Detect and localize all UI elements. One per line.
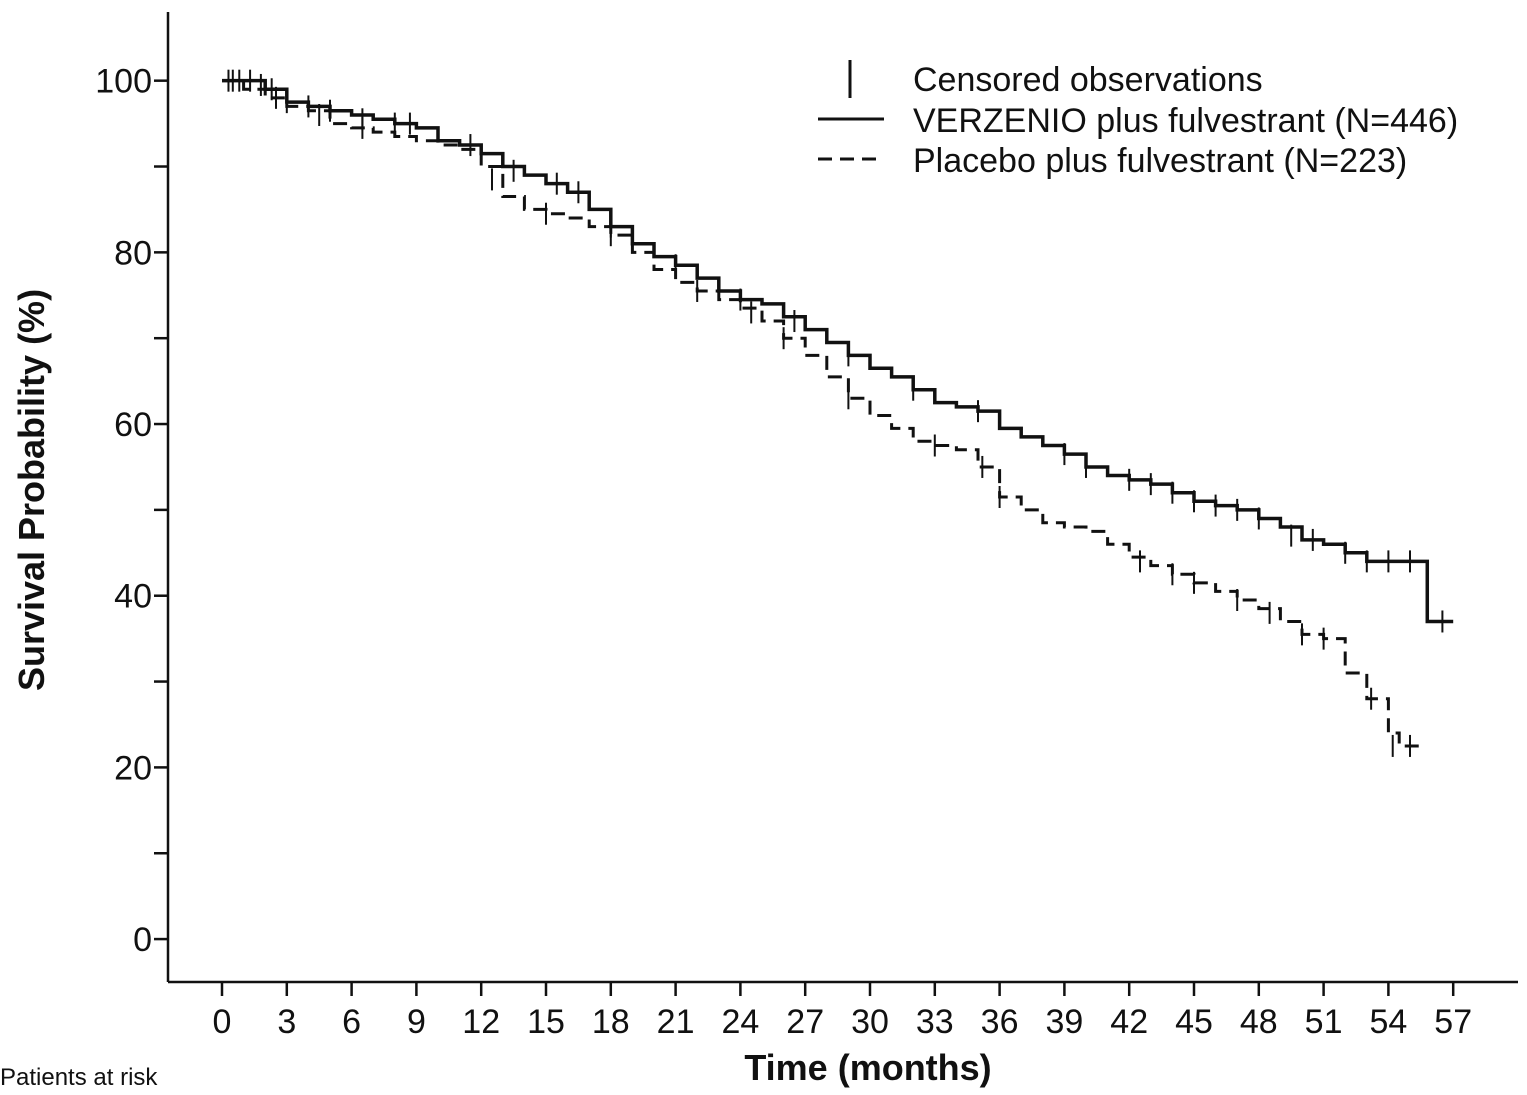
axes: 0 3 6 9 12 15 18 21 24 27 30 33 36 39 42 45 48 51 54 570204… (95, 12, 1518, 1041)
x-axis-title: Time (months) (744, 1047, 991, 1088)
x-tick-label: 54 (1369, 1003, 1407, 1041)
y-tick-label: 40 (114, 578, 152, 616)
x-tick-label: 15 (527, 1003, 565, 1041)
x-tick-label: 3 (277, 1003, 296, 1041)
x-tick-label: 24 (721, 1003, 759, 1041)
x-tick-label: 0 (213, 1003, 232, 1041)
x-tick-label: 18 (592, 1003, 630, 1041)
x-tick-label: 57 (1434, 1003, 1472, 1041)
x-tick-label: 39 (1045, 1003, 1083, 1041)
y-tick-label: 60 (114, 406, 152, 444)
legend: Censored observations VERZENIO plus fulv… (818, 60, 1458, 180)
series-layer (222, 69, 1454, 757)
legend-placebo-label: Placebo plus fulvestrant (N=223) (913, 142, 1407, 180)
legend-censored-label: Censored observations (913, 61, 1263, 99)
x-tick-label: 42 (1110, 1003, 1148, 1041)
legend-verzenio-label: VERZENIO plus fulvestrant (N=446) (913, 102, 1458, 140)
verzenio-survival-line (222, 78, 1454, 624)
y-axis-title: Survival Probability (%) (11, 289, 52, 691)
patients-at-risk-label: Patients at risk (0, 1064, 158, 1090)
y-tick-label: 0 (133, 921, 152, 959)
x-tick-label: 12 (462, 1003, 500, 1041)
x-tick-label: 27 (786, 1003, 824, 1041)
placebo-survival-line (222, 79, 1421, 748)
x-tick-label: 33 (916, 1003, 954, 1041)
y-tick-label: 20 (114, 749, 152, 787)
x-tick-label: 51 (1305, 1003, 1343, 1041)
x-tick-label: 48 (1240, 1003, 1278, 1041)
x-tick-label: 36 (981, 1003, 1019, 1041)
y-tick-label: 100 (95, 63, 152, 101)
x-tick-label: 9 (407, 1003, 426, 1041)
x-tick-label: 45 (1175, 1003, 1213, 1041)
x-tick-label: 21 (657, 1003, 695, 1041)
x-tick-label: 30 (851, 1003, 889, 1041)
x-tick-label: 6 (342, 1003, 361, 1041)
y-tick-label: 80 (114, 234, 152, 272)
